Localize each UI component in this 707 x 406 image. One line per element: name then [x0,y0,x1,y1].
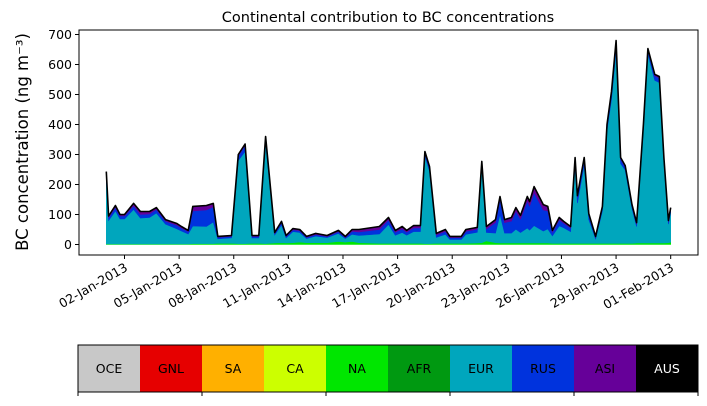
y-axis-label: BC concentration (ng m⁻³) [13,33,32,251]
y-tick-label: 100 [48,207,72,222]
legend-swatch-ca [264,345,327,392]
legend-label: EUR [468,361,494,376]
legend-swatch-oce [78,345,141,392]
total-line [105,39,672,238]
y-tick-label: 500 [48,87,72,102]
legend-label: AUS [654,361,680,376]
plot-frame [78,29,699,256]
legend-swatch-eur [450,345,513,392]
y-tick-label: 0 [64,237,72,252]
legend-label: SA [225,361,242,376]
legend-swatch-asi [574,345,637,392]
legend-swatch-afr [388,345,451,392]
legend-label: NA [348,361,366,376]
legend-label: RUS [530,361,556,376]
y-tick-label: 700 [48,27,72,42]
legend-swatch-gnl [140,345,203,392]
chart-title: Continental contribution to BC concentra… [222,10,554,26]
y-tick-label: 600 [48,57,72,72]
legend: OCE GNL SA CA NA AFR EUR RUS ASI AUS [77,344,699,396]
y-axis: 0 100 200 300 400 500 600 700 [48,27,79,252]
legend-label: GNL [158,361,184,376]
y-tick-label: 300 [48,147,72,162]
area-layers [105,39,672,245]
legend-label: AFR [407,361,432,376]
y-tick-label: 400 [48,117,72,132]
legend-label: CA [286,361,304,376]
legend-swatch-sa [202,345,265,392]
legend-frame [77,344,699,393]
legend-swatch-rus [512,345,575,392]
legend-label: ASI [595,361,615,376]
x-axis: 02-Jan-201305-Jan-201308-Jan-201311-Jan-… [56,255,676,312]
legend-swatch-na [326,345,389,392]
legend-label: OCE [96,361,123,376]
y-tick-label: 200 [48,177,72,192]
legend-swatch-aus [636,345,699,392]
